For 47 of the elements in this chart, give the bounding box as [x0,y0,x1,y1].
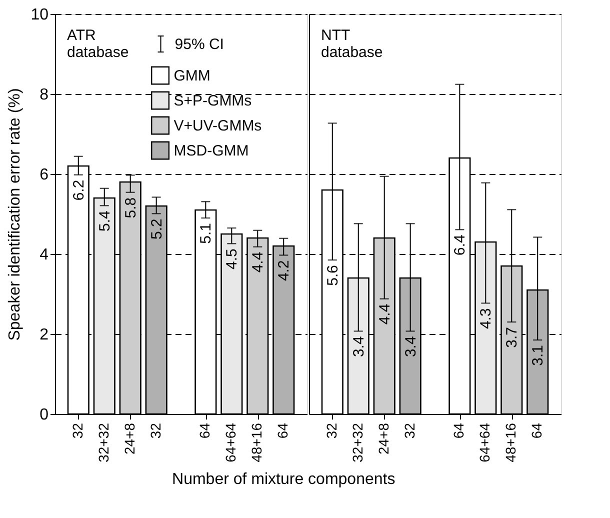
x-tick-label: 64+64 [476,422,493,462]
x-tick-label: 32+32 [349,422,366,462]
x-tick-label: 48+16 [502,422,519,462]
y-tick-label: 6 [40,166,49,184]
data-label: 6.4 [452,234,469,256]
data-label: 4.2 [276,260,293,282]
annotation: 95% CI [174,36,224,53]
text: NTT database [321,27,383,61]
legend-label: MSD-GMM [174,142,249,160]
data-label: 4.3 [478,308,495,330]
x-tick-label: 24+8 [121,422,138,455]
x-tick-label: 64 [528,422,545,439]
x-tick-label: 32+32 [95,422,112,462]
data-label: 4.4 [250,252,267,273]
x-tick-label: 32 [147,422,164,439]
legend-label: GMM [174,68,210,84]
x-tick-label: 64 [274,422,291,439]
legend-label: V+UV-GMMs [174,118,262,134]
data-label: 4.4 [376,304,394,325]
data-label: 3.4 [350,336,368,358]
x-tick-label: 32 [69,422,86,439]
data-label: 3.4 [402,336,420,358]
x-tick-label: 64+64 [222,422,239,462]
x-tick-label: 48+16 [248,422,265,462]
x-tick-label: 32 [323,422,340,439]
x-tick-label: 64 [196,422,213,439]
data-label: 5.6 [324,265,342,286]
data-label: 5.1 [198,223,215,244]
x-axis-title: Number of mixture components [172,470,396,488]
data-label: 6.2 [70,180,88,201]
x-tick-label: 32 [401,422,418,439]
y-axis-title: Speaker identification error rate (%) [6,88,24,341]
text: ATR database [67,27,129,61]
data-label: 4.5 [224,248,241,270]
data-label: 5.2 [148,218,166,240]
data-label: 5.8 [122,197,140,218]
y-tick-label: 2 [40,326,49,344]
x-tick-label: 24+8 [375,422,392,455]
data-label: 3.1 [530,345,547,366]
data-label: 3.7 [504,327,521,348]
x-tick-label: 64 [450,422,467,439]
y-tick-label: 0 [40,406,49,424]
legend-label: S+P-GMMs [174,92,252,110]
y-tick-label: 8 [40,86,49,104]
data-label: 5.4 [96,210,114,232]
y-tick-label: 10 [30,6,49,24]
y-tick-label: 4 [40,246,49,264]
